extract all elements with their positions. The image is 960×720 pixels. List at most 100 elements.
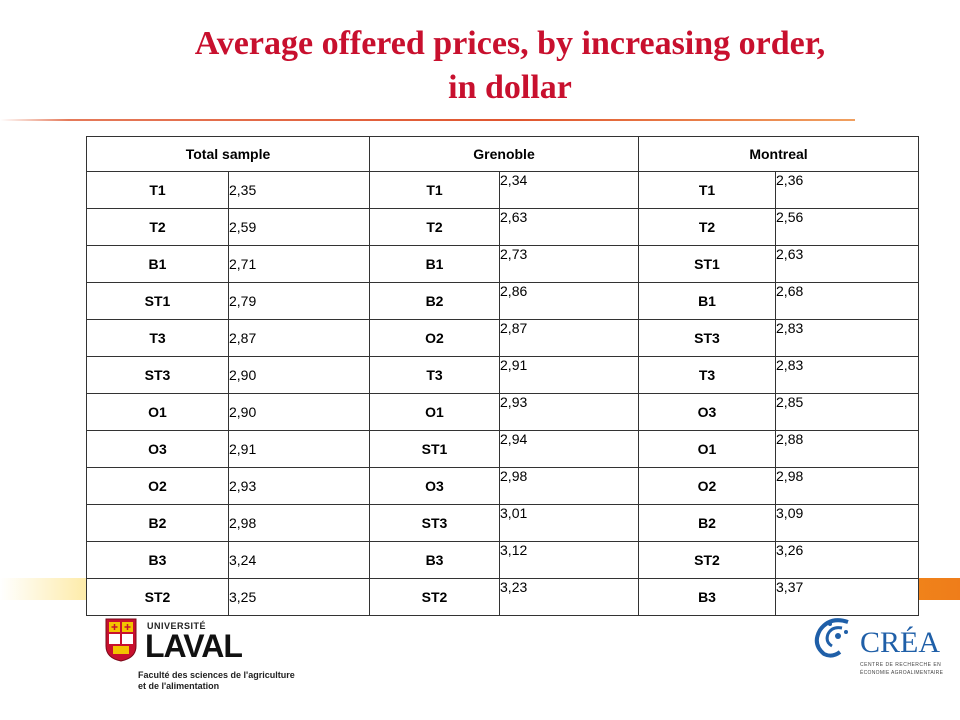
total-product-code: T3 [86,319,229,357]
montreal-price-value: 2,88 [775,430,920,468]
total-product-code: O2 [86,467,229,505]
table-row: O2 2,93 O3 2,98 O2 2,98 [86,467,920,505]
montreal-product-code: O3 [638,393,777,431]
montreal-price-value: 2,36 [775,171,920,209]
montreal-product-code: T3 [638,356,777,394]
grenoble-price-value: 2,73 [499,245,640,283]
total-product-code: ST2 [86,578,229,616]
grenoble-price-value: 2,93 [499,393,640,431]
montreal-price-value: 2,68 [775,282,920,320]
montreal-product-code: B2 [638,504,777,542]
grenoble-product-code: T2 [369,208,501,246]
crea-swirl-icon [814,618,849,658]
table-row: B2 2,98 ST3 3,01 B2 3,09 [86,504,920,542]
table-row: T1 2,35 T1 2,34 T1 2,36 [86,171,920,209]
total-price-value: 2,90 [227,393,371,431]
laval-university-label: UNIVERSITÉ [147,621,207,631]
grenoble-price-value: 2,91 [499,356,640,394]
table-header-row: Total sample Grenoble Montreal [85,136,920,172]
universite-laval-logo: UNIVERSITÉ LAVAL Faculté des sciences de… [105,618,325,698]
grenoble-price-value: 2,34 [499,171,640,209]
grenoble-product-code: O3 [369,467,501,505]
grenoble-product-code: ST3 [369,504,501,542]
laval-name: LAVAL [145,628,243,664]
crea-logo: CRÉA CENTRE DE RECHERCHE EN ÉCONOMIE AGR… [808,612,948,684]
grenoble-product-code: ST1 [369,430,501,468]
montreal-price-value: 2,85 [775,393,920,431]
montreal-product-code: ST1 [638,245,777,283]
montreal-price-value: 3,37 [775,578,920,616]
table-row: ST2 3,25 ST2 3,23 B3 3,37 [86,578,920,616]
grenoble-price-value: 2,86 [499,282,640,320]
grenoble-price-value: 2,94 [499,430,640,468]
header-total-sample: Total sample [85,136,371,172]
total-price-value: 3,24 [227,541,371,579]
grenoble-price-value: 2,63 [499,208,640,246]
crea-name: CRÉA [860,626,941,659]
table-row: B3 3,24 B3 3,12 ST2 3,26 [86,541,920,579]
total-price-value: 2,98 [227,504,371,542]
total-price-value: 2,35 [227,171,371,209]
montreal-product-code: O1 [638,430,777,468]
montreal-price-value: 2,56 [775,208,920,246]
total-price-value: 2,59 [227,208,371,246]
montreal-price-value: 2,98 [775,467,920,505]
grenoble-product-code: B2 [369,282,501,320]
total-product-code: ST3 [86,356,229,394]
montreal-product-code: B1 [638,282,777,320]
montreal-product-code: T1 [638,171,777,209]
table-row: B1 2,71 B1 2,73 ST1 2,63 [86,245,920,283]
price-table: Total sample Grenoble Montreal T1 2,35 T1 2… [85,136,920,616]
slide-title: Average offered prices, by increasing or… [60,22,960,110]
montreal-price-value: 2,83 [775,319,920,357]
table-body: T1 2,35 T1 2,34 T1 2,36 T2 2,59 T2 2,63 T2 2,56 B1 2,… [86,171,920,616]
total-product-code: T2 [86,208,229,246]
total-price-value: 2,91 [227,430,371,468]
crea-subtitle-line-2: ÉCONOMIE AGROALIMENTAIRE [860,670,944,676]
montreal-product-code: T2 [638,208,777,246]
total-product-code: ST1 [86,282,229,320]
title-divider [0,119,855,121]
laval-crest-icon [105,618,137,662]
price-table-container: Total sample Grenoble Montreal T1 2,35 T1 2… [85,136,920,616]
title-line-1: Average offered prices, by increasing or… [194,25,826,62]
header-grenoble: Grenoble [369,136,640,172]
grenoble-price-value: 2,87 [499,319,640,357]
grenoble-product-code: B1 [369,245,501,283]
montreal-product-code: ST3 [638,319,777,357]
total-price-value: 2,90 [227,356,371,394]
title-line-2: in dollar [448,69,572,106]
laval-faculty-line-1: Faculté des sciences de l'agriculture [138,670,295,680]
montreal-price-value: 2,83 [775,356,920,394]
total-product-code: O1 [86,393,229,431]
grenoble-product-code: B3 [369,541,501,579]
total-price-value: 3,25 [227,578,371,616]
montreal-price-value: 3,09 [775,504,920,542]
grenoble-price-value: 3,23 [499,578,640,616]
laval-faculty-line-2: et de l'alimentation [138,681,220,691]
table-row: O1 2,90 O1 2,93 O3 2,85 [86,393,920,431]
montreal-price-value: 3,26 [775,541,920,579]
total-product-code: O3 [86,430,229,468]
crea-subtitle-line-1: CENTRE DE RECHERCHE EN [860,662,942,668]
total-price-value: 2,79 [227,282,371,320]
montreal-price-value: 2,63 [775,245,920,283]
header-montreal: Montreal [638,136,920,172]
grenoble-price-value: 3,12 [499,541,640,579]
table-row: O3 2,91 ST1 2,94 O1 2,88 [86,430,920,468]
table-row: ST1 2,79 B2 2,86 B1 2,68 [86,282,920,320]
table-row: T3 2,87 O2 2,87 ST3 2,83 [86,319,920,357]
total-price-value: 2,87 [227,319,371,357]
total-product-code: B2 [86,504,229,542]
total-price-value: 2,71 [227,245,371,283]
table-row: ST3 2,90 T3 2,91 T3 2,83 [86,356,920,394]
grenoble-product-code: ST2 [369,578,501,616]
montreal-product-code: O2 [638,467,777,505]
total-product-code: B3 [86,541,229,579]
grenoble-product-code: T3 [369,356,501,394]
grenoble-product-code: O1 [369,393,501,431]
table-row: T2 2,59 T2 2,63 T2 2,56 [86,208,920,246]
grenoble-price-value: 2,98 [499,467,640,505]
total-price-value: 2,93 [227,467,371,505]
grenoble-product-code: T1 [369,171,501,209]
